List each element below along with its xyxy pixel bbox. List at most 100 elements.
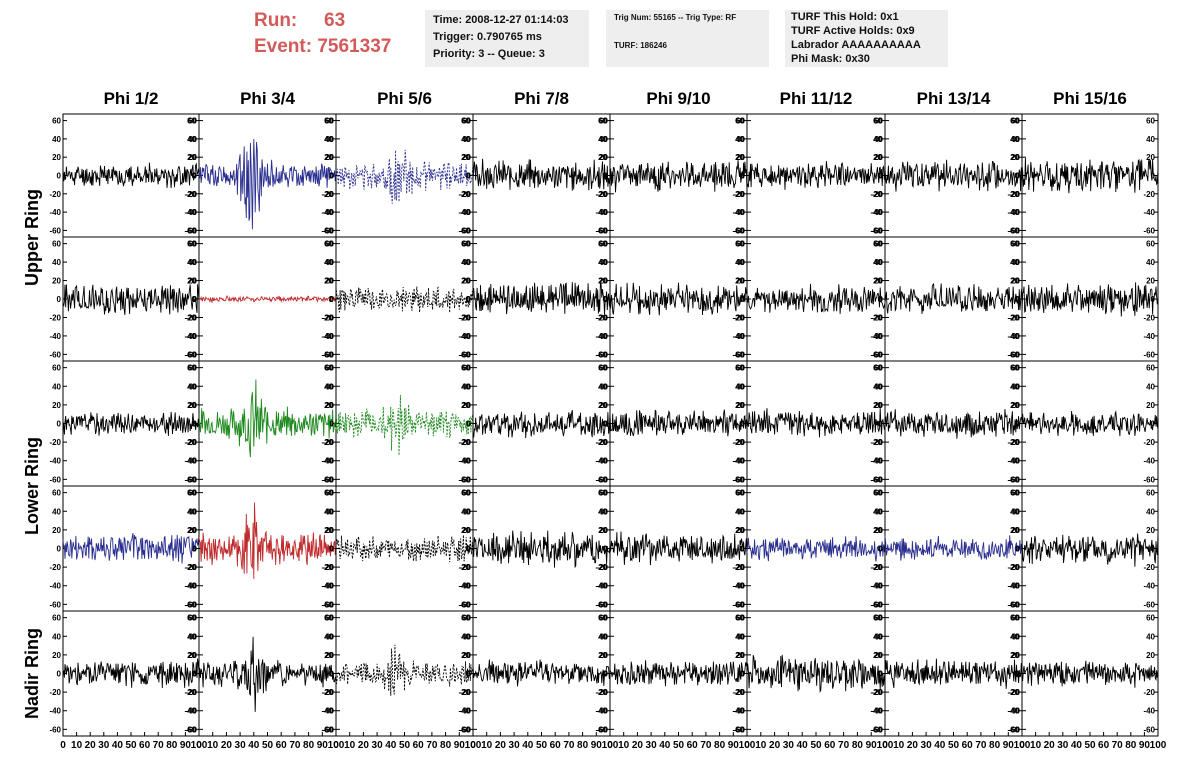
waveform-r1-c5 (609, 160, 748, 193)
y-tick-label-left: 40 (325, 258, 334, 267)
y-tick-label-left: 60 (325, 614, 334, 623)
y-tick-label-left: 20 (52, 526, 61, 535)
y-tick-label-right: 40 (873, 135, 882, 144)
y-tick-label-right: -60 (458, 226, 470, 235)
y-tick-label-left: -60 (596, 226, 608, 235)
y-tick-label-left: 40 (188, 382, 197, 391)
y-tick-label-left: -60 (185, 350, 197, 359)
y-tick-label-right: -40 (732, 332, 744, 341)
y-tick-label-right: -60 (184, 725, 196, 734)
y-tick-label-right: 40 (598, 382, 607, 391)
x-tick-label: 50 (262, 740, 274, 751)
y-tick-label-right: -40 (184, 707, 196, 716)
waveform-r4-c3 (335, 534, 474, 563)
x-tick-label: 0 (1019, 740, 1025, 751)
waveform-r1-c3 (335, 149, 474, 204)
y-tick-label-right: 60 (873, 614, 882, 623)
y-tick-label-left: 0 (467, 295, 472, 304)
column-header-8: Phi 15/16 (1053, 89, 1127, 108)
y-tick-label-left: -40 (322, 332, 334, 341)
y-tick-label-left: 20 (325, 153, 334, 162)
y-tick-label-right: -40 (1143, 332, 1155, 341)
y-tick-label-left: 60 (188, 240, 197, 249)
y-tick-label-left: 20 (188, 153, 197, 162)
y-tick-label-left: 20 (599, 153, 608, 162)
y-tick-label-right: 20 (324, 526, 333, 535)
y-tick-label-left: 0 (741, 420, 746, 429)
x-tick-label: 60 (413, 740, 425, 751)
waveform-r4-c1 (62, 533, 200, 564)
y-tick-label-left: 0 (1016, 670, 1021, 679)
y-tick-label-right: -40 (184, 208, 196, 217)
y-tick-label-left: -40 (459, 457, 471, 466)
y-tick-label-left: -20 (459, 190, 471, 199)
y-tick-label-right: 60 (187, 614, 196, 623)
y-tick-label-right: 60 (1146, 117, 1155, 126)
y-tick-label-left: 60 (736, 240, 745, 249)
x-tick-label: 100 (1014, 740, 1031, 751)
y-tick-label-right: -40 (1143, 707, 1155, 716)
y-tick-label-left: -40 (596, 707, 608, 716)
y-tick-label-left: 40 (599, 507, 608, 516)
waveform-r2-c4 (472, 282, 610, 315)
y-tick-label-left: 0 (330, 545, 335, 554)
x-tick-label: 50 (948, 740, 960, 751)
x-tick-label: 30 (783, 740, 795, 751)
y-tick-label-right: -40 (732, 582, 744, 591)
y-tick-label-left: -60 (596, 725, 608, 734)
waveform-r3-c2 (198, 379, 337, 458)
y-tick-label-left: 40 (325, 382, 334, 391)
x-tick-label: 40 (934, 740, 946, 751)
y-tick-label-left: 60 (599, 240, 608, 249)
y-tick-label-left: 60 (462, 614, 471, 623)
ring-label-3: Nadir Ring (22, 628, 42, 719)
y-tick-label-left: 60 (599, 364, 608, 373)
y-tick-label-right: -40 (870, 208, 882, 217)
ring-label-2: Lower Ring (22, 437, 42, 535)
y-tick-label-left: 0 (879, 670, 884, 679)
y-tick-label-right: 40 (598, 135, 607, 144)
y-tick-label-left: -60 (1008, 600, 1020, 609)
y-tick-label-right: -20 (595, 438, 607, 447)
y-tick-label-right: -40 (870, 332, 882, 341)
y-tick-label-right: -20 (321, 190, 333, 199)
x-tick-label: 40 (522, 740, 534, 751)
y-tick-label-left: -40 (322, 707, 334, 716)
y-tick-label-right: 0 (1151, 670, 1156, 679)
x-tick-label: 40 (385, 740, 397, 751)
waveform-r2-c1 (62, 284, 200, 315)
y-tick-label-right: 60 (324, 117, 333, 126)
y-tick-label-left: 40 (874, 135, 883, 144)
y-tick-label-left: -40 (459, 582, 471, 591)
x-tick-label: 50 (536, 740, 548, 751)
y-tick-label-left: -60 (596, 475, 608, 484)
y-tick-label-right: 40 (1010, 382, 1019, 391)
x-tick-label: 0 (196, 740, 202, 751)
y-tick-label-left: 20 (462, 526, 471, 535)
y-tick-label-right: -60 (184, 226, 196, 235)
y-tick-label-right: -60 (595, 475, 607, 484)
x-tick-label: 60 (276, 740, 288, 751)
y-tick-label-right: -40 (732, 707, 744, 716)
y-tick-label-right: -40 (595, 582, 607, 591)
x-tick-label: 90 (728, 740, 740, 751)
y-tick-label-right: 40 (187, 258, 196, 267)
turf-line: TURF: 186246 (614, 41, 667, 50)
y-tick-label-left: 20 (736, 526, 745, 535)
x-tick-label: 100 (1150, 740, 1167, 751)
y-tick-label-right: 40 (324, 135, 333, 144)
y-tick-label-left: 40 (599, 135, 608, 144)
y-tick-label-left: 20 (736, 651, 745, 660)
y-tick-label-right: 40 (735, 382, 744, 391)
y-tick-label-left: -20 (185, 563, 197, 572)
y-tick-label-left: -40 (596, 332, 608, 341)
y-tick-label-left: 40 (52, 632, 61, 641)
ring-label-1: Upper Ring (22, 189, 42, 286)
y-tick-label-left: -60 (459, 600, 471, 609)
x-tick-label: 40 (248, 740, 260, 751)
y-tick-label-left: -40 (49, 707, 61, 716)
y-tick-label-right: -40 (1007, 707, 1019, 716)
y-tick-label-left: 0 (604, 295, 609, 304)
y-tick-label-right: 60 (1010, 489, 1019, 498)
x-tick-label: 10 (207, 740, 219, 751)
